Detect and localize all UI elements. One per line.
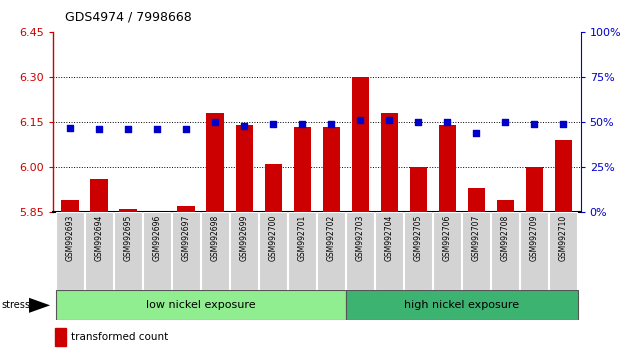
Bar (114, 212, 142, 290)
Bar (555, 140, 572, 212)
Point (558, 121, 568, 127)
Text: GSM992703: GSM992703 (356, 215, 365, 261)
Text: transformed count: transformed count (71, 332, 168, 342)
Point (268, 121, 278, 127)
Text: GSM992697: GSM992697 (182, 215, 191, 261)
Text: GSM992698: GSM992698 (211, 215, 220, 261)
Text: GSM992699: GSM992699 (240, 215, 248, 261)
Bar (346, 290, 578, 320)
Text: GSM992704: GSM992704 (385, 215, 394, 261)
Point (355, 118, 365, 123)
Bar (294, 127, 311, 212)
Text: high nickel exposure: high nickel exposure (404, 300, 519, 310)
Text: GSM992705: GSM992705 (414, 215, 423, 261)
Bar (172, 212, 200, 290)
Point (152, 126, 162, 132)
Bar (91, 179, 108, 212)
Text: GSM992701: GSM992701 (297, 215, 307, 261)
Point (384, 118, 394, 123)
Bar (550, 212, 577, 290)
Point (501, 119, 510, 125)
Bar (491, 212, 519, 290)
Text: GSM992709: GSM992709 (530, 215, 539, 261)
Text: GSM992707: GSM992707 (472, 215, 481, 261)
Text: GDS4974 / 7998668: GDS4974 / 7998668 (65, 11, 192, 24)
Point (181, 126, 191, 132)
Text: GSM992695: GSM992695 (124, 215, 133, 261)
Point (326, 121, 336, 127)
Bar (265, 164, 282, 212)
Text: GSM992706: GSM992706 (443, 215, 451, 261)
Bar (497, 200, 514, 212)
Bar (438, 125, 456, 212)
Bar (468, 188, 485, 212)
Bar (322, 127, 340, 212)
Point (529, 121, 539, 127)
Bar (381, 113, 398, 212)
Point (239, 123, 249, 129)
Bar (409, 167, 427, 212)
Text: GSM992694: GSM992694 (94, 215, 104, 261)
Bar (433, 212, 461, 290)
Bar (148, 212, 166, 216)
Bar (235, 125, 253, 212)
Bar (85, 212, 113, 290)
Bar (351, 77, 369, 212)
Bar (317, 212, 345, 290)
Bar (119, 210, 137, 212)
Point (123, 126, 133, 132)
Text: GSM992693: GSM992693 (66, 215, 75, 261)
Point (471, 130, 481, 136)
Bar (260, 212, 287, 290)
Bar (525, 167, 543, 212)
Polygon shape (29, 298, 50, 313)
Bar (375, 212, 403, 290)
Bar (57, 212, 84, 290)
Point (211, 119, 220, 125)
Bar (207, 113, 224, 212)
Point (413, 119, 423, 125)
Point (442, 119, 452, 125)
Text: GSM992708: GSM992708 (501, 215, 510, 261)
Text: GSM992710: GSM992710 (559, 215, 568, 261)
Bar (288, 212, 316, 290)
Bar (56, 290, 346, 320)
Bar (230, 212, 258, 290)
Bar (178, 206, 195, 212)
Bar (404, 212, 432, 290)
Bar (201, 212, 229, 290)
Point (65, 125, 75, 130)
Bar (143, 212, 171, 290)
Bar (61, 200, 79, 212)
Text: GSM992702: GSM992702 (327, 215, 336, 261)
Point (297, 121, 307, 127)
Text: GSM992700: GSM992700 (269, 215, 278, 261)
Bar (347, 212, 374, 290)
Text: stress: stress (1, 300, 30, 310)
Bar (462, 212, 490, 290)
Bar (520, 212, 548, 290)
Point (94, 126, 104, 132)
Text: low nickel exposure: low nickel exposure (146, 300, 255, 310)
Text: GSM992696: GSM992696 (153, 215, 161, 261)
Bar (55, 328, 66, 346)
